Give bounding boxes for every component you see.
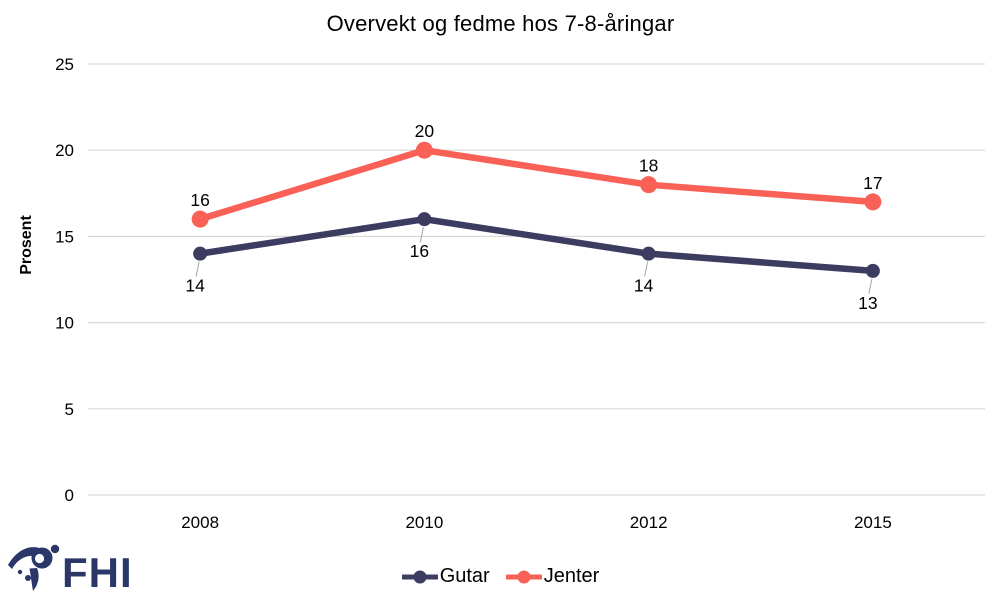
line-marker-icon <box>505 570 542 583</box>
data-point-marker <box>865 263 880 278</box>
data-label: 14 <box>185 276 205 296</box>
data-point-marker <box>415 141 433 159</box>
legend-label-jenter: Jenter <box>543 565 600 587</box>
fhi-logo: FHI <box>8 544 133 592</box>
y-tick-label: 15 <box>55 227 74 246</box>
y-tick-label: 10 <box>55 314 74 333</box>
series-line-jenter <box>196 146 877 223</box>
data-point-marker <box>191 210 209 228</box>
y-tick-label: 5 <box>65 400 74 419</box>
y-tick-label: 0 <box>65 486 74 505</box>
data-label: 16 <box>190 190 209 210</box>
line-marker-icon <box>401 570 438 583</box>
x-tick-label: 2012 <box>630 513 668 532</box>
label-leader-line <box>195 261 200 277</box>
label-leader-line <box>868 278 873 294</box>
label-leader-line <box>644 261 649 277</box>
data-label: 20 <box>415 121 435 141</box>
label-leader-line <box>419 227 424 243</box>
data-label: 18 <box>639 156 658 176</box>
y-tick-label: 25 <box>55 55 74 74</box>
y-tick-label: 20 <box>55 141 74 160</box>
x-tick-label: 2008 <box>181 513 219 532</box>
chart-title: Overvekt og fedme hos 7-8-åringar <box>326 11 675 36</box>
data-point-marker <box>417 212 432 227</box>
fhi-swoosh-figure-icon <box>8 544 60 591</box>
series-line-gutar <box>196 215 877 275</box>
data-label: 16 <box>410 241 429 261</box>
fhi-logo-text: FHI <box>62 549 133 592</box>
data-label: 17 <box>863 173 882 193</box>
legend-label-gutar: Gutar <box>439 565 490 587</box>
data-point-marker <box>641 246 656 261</box>
x-tick-label: 2015 <box>854 513 892 532</box>
legend: Gutar Jenter <box>0 565 1001 588</box>
data-point-marker <box>864 193 882 211</box>
data-point-marker <box>640 176 658 194</box>
legend-item-gutar: Gutar <box>401 565 490 588</box>
legend-item-jenter: Jenter <box>505 565 600 588</box>
data-label: 14 <box>634 276 654 296</box>
data-point-marker <box>193 246 208 261</box>
data-label: 13 <box>858 293 877 313</box>
x-tick-label: 2010 <box>405 513 443 532</box>
